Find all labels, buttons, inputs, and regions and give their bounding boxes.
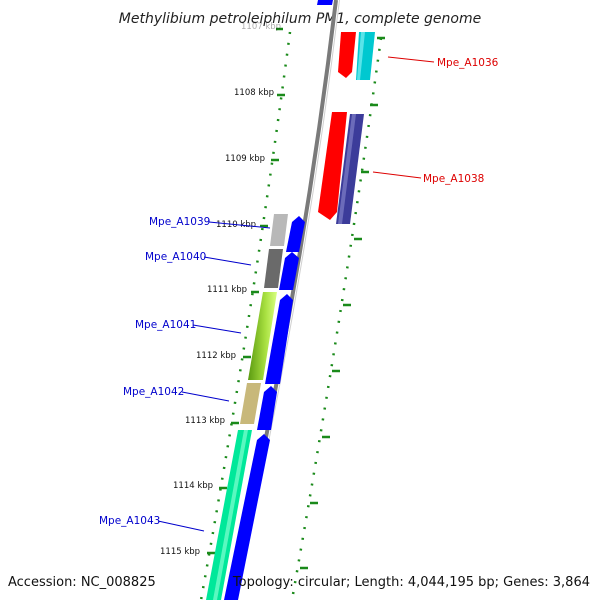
gene-label-mpe-a1040: Mpe_A1040 — [145, 251, 206, 263]
gene-arrow — [257, 386, 277, 430]
gene-label-mpe-a1036: Mpe_A1036 — [437, 57, 499, 69]
gene-arrow — [240, 383, 261, 424]
gene-label-mpe-a1042: Mpe_A1042 — [123, 386, 184, 398]
topology-text: Topology: circular; Length: 4,044,195 bp… — [232, 575, 590, 590]
gene-mpe-a1036[interactable] — [338, 32, 375, 80]
kbp-label: 1112 kbp — [196, 351, 236, 361]
gene-arrow — [270, 214, 288, 246]
map-title: Methylibium petroleiphilum PM1, complete… — [119, 11, 481, 27]
gene-arrow — [318, 112, 347, 220]
accession-text: Accession: NC_008825 — [8, 575, 156, 590]
gene-arrow — [279, 252, 299, 290]
kbp-label: 1114 kbp — [173, 481, 213, 491]
gene-arrow — [248, 292, 277, 380]
kbp-labels: 1107 kbp 1108 kbp 1109 kbp 1110 kbp 1111… — [160, 22, 281, 557]
gene-label-mpe-a1043: Mpe_A1043 — [99, 515, 160, 527]
gene-arrow — [265, 294, 293, 384]
gene-mpe-a1038[interactable] — [318, 112, 364, 224]
gene-labels-reverse: Mpe_A1036 Mpe_A1038 — [372, 56, 499, 185]
gene-label-mpe-a1041: Mpe_A1041 — [135, 319, 196, 331]
gene-arrow — [286, 216, 305, 252]
gene-arrow — [338, 32, 356, 78]
gene-mpe-a1042[interactable] — [240, 383, 277, 430]
kbp-label: 1109 kbp — [225, 154, 265, 164]
kbp-label: 1107 kbp — [241, 22, 281, 32]
gene-clipped-top[interactable] — [317, 0, 333, 5]
kbp-scale-left — [199, 27, 292, 600]
kbp-label: 1111 kbp — [207, 285, 247, 295]
gene-label-mpe-a1039: Mpe_A1039 — [149, 216, 210, 228]
kbp-label: 1115 kbp — [160, 547, 200, 557]
kbp-label: 1113 kbp — [185, 416, 225, 426]
gene-mpe-a1040[interactable] — [264, 249, 299, 290]
gene-mpe-a1041[interactable] — [248, 292, 293, 384]
gene-arrow — [264, 249, 283, 288]
gene-labels-forward: Mpe_A1039 Mpe_A1040 Mpe_A1041 Mpe_A1042 … — [99, 216, 271, 532]
gene-label-mpe-a1038: Mpe_A1038 — [423, 173, 484, 185]
kbp-scale-right — [290, 36, 385, 600]
gene-mpe-a1043[interactable] — [206, 430, 270, 600]
gene-mpe-a1039[interactable] — [270, 214, 305, 252]
kbp-label: 1108 kbp — [234, 88, 274, 98]
gene-arrow — [224, 434, 270, 600]
